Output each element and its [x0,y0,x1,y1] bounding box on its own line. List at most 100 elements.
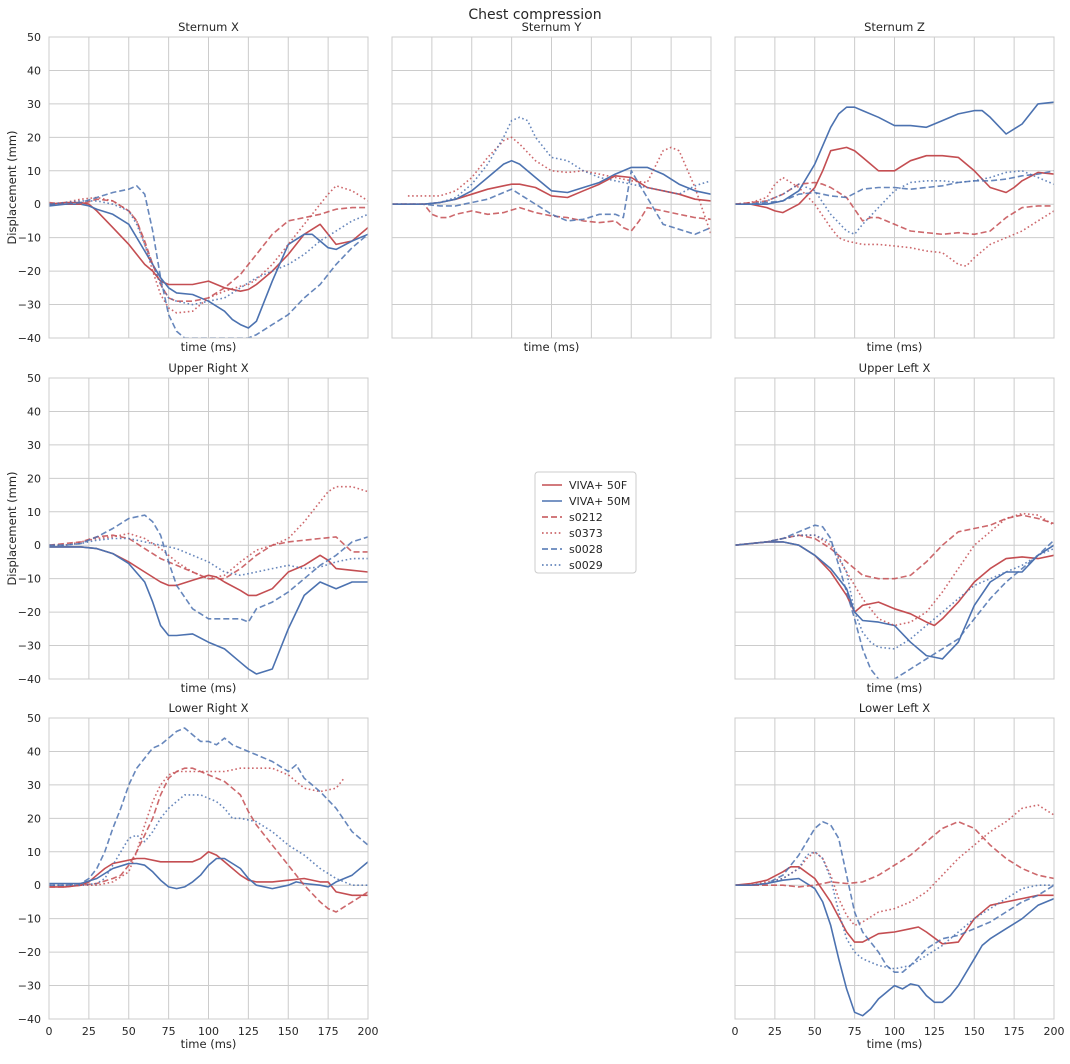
series-group [49,727,368,913]
series-line-s0212 [49,198,368,303]
series-line-viva-50f [49,201,368,293]
x-axis-label: time (ms) [867,1037,923,1051]
panel-5: Lower Right X −40 −30 −20 −10 0 10 20 30 40 50 0 25 5… [18,701,379,1051]
x-tick-label: 125 [238,1025,259,1038]
y-tick-label: −10 [18,913,41,926]
series-line-s0029 [49,794,368,887]
series-line-s0028 [49,185,368,338]
x-axis-label: time (ms) [181,340,237,354]
series-line-viva-50f [392,175,711,205]
series-group [735,804,1054,1017]
y-tick-label: 40 [27,745,41,758]
legend-label-viva-50m: VIVA+ 50M [569,495,630,508]
series-line-viva-50m [49,203,368,329]
legend-label-viva-50f: VIVA+ 50F [569,479,627,492]
y-tick-label: 10 [27,506,41,519]
y-tick-label: −10 [18,232,41,245]
series-line-s0028 [735,820,1054,974]
panels: Sternum X −40 −30 −20 −10 0 10 20 30 40 50 time (ms… [5,20,1065,1051]
series-line-s0373 [49,185,368,314]
series-line-s0212 [49,767,368,913]
series-group [735,101,1054,267]
y-tick-label: 0 [34,198,41,211]
y-tick-label: −40 [18,673,41,686]
series-line-viva-50f [49,850,368,897]
plot-frame [734,717,1055,1020]
plot-frame [734,36,1055,339]
series-line-s0028 [735,170,1054,205]
series-line-s0029 [735,534,1054,650]
x-tick-label: 75 [848,1025,862,1038]
plot-frame [48,717,369,1020]
panel-title: Lower Left X [859,701,930,715]
plot-frame [48,377,369,680]
y-tick-label: 30 [27,98,41,111]
x-tick-label: 150 [278,1025,299,1038]
x-tick-label: 100 [884,1025,905,1038]
x-tick-label: 0 [732,1025,739,1038]
series-line-viva-50m [49,546,368,675]
legend-label-s0373: s0373 [569,527,603,540]
panel-title: Upper Right X [168,361,248,375]
series-line-s0212 [735,820,1054,888]
series-line-s0373 [407,136,711,235]
legend-label-s0029: s0029 [569,559,603,572]
y-tick-label: 30 [27,779,41,792]
legend-label-s0028: s0028 [569,543,603,556]
y-tick-label: 20 [27,812,41,825]
y-tick-label: −20 [18,265,41,278]
legend: VIVA+ 50F VIVA+ 50M s0212 s0373 s0028 s0029 [534,471,637,574]
series-line-s0028 [49,727,368,887]
y-tick-label: −30 [18,640,41,653]
y-tick-label: 10 [27,165,41,178]
y-tick-label: 0 [34,539,41,552]
panel-title: Sternum Y [522,20,583,34]
legend-box [534,471,637,574]
series-group [735,512,1054,679]
x-tick-label: 200 [1044,1025,1065,1038]
panel-4: Upper Left X time (ms) [734,361,1055,695]
panel-title: Sternum X [178,20,239,34]
y-tick-label: 50 [27,712,41,725]
series-line-s0212 [735,181,1054,236]
y-tick-label: −10 [18,573,41,586]
series-group [392,116,711,236]
y-tick-label: 20 [27,131,41,144]
series-line-s0029 [735,850,1054,970]
plot-frame [48,36,369,339]
y-tick-label: 50 [27,31,41,44]
series-group [49,485,368,675]
series-line-s0373 [49,485,368,580]
y-axis-label: Displacement (mm) [5,471,19,585]
x-tick-label: 150 [964,1025,985,1038]
panel-title: Lower Right X [169,701,249,715]
x-tick-label: 125 [924,1025,945,1038]
y-tick-label: 40 [27,64,41,77]
series-line-s0028 [735,524,1054,679]
series-line-s0212 [392,203,711,232]
series-line-viva-50m [49,857,368,890]
panel-6: Lower Left X 0 25 50 75 100 125 150 175 200 time (… [732,701,1065,1051]
series-line-s0028 [49,514,368,623]
x-tick-label: 25 [768,1025,782,1038]
x-tick-label: 25 [82,1025,96,1038]
series-line-s0212 [49,534,368,580]
series-line-viva-50m [735,541,1054,660]
x-tick-label: 200 [358,1025,379,1038]
x-tick-label: 50 [122,1025,136,1038]
figure-title: Chest compression [468,7,601,23]
y-tick-label: 40 [27,405,41,418]
y-tick-label: −40 [18,1013,41,1026]
y-tick-label: 10 [27,846,41,859]
panel-3: Upper Right X −40 −30 −20 −10 0 10 20 30 40 50 time… [5,361,369,695]
x-tick-label: 100 [198,1025,219,1038]
series-group [49,185,368,338]
y-tick-label: −20 [18,946,41,959]
y-tick-label: −20 [18,606,41,619]
series-line-viva-50f [735,865,1054,945]
x-axis-label: time (ms) [181,1037,237,1051]
series-line-s0212 [735,514,1054,580]
x-tick-label: 175 [1004,1025,1025,1038]
